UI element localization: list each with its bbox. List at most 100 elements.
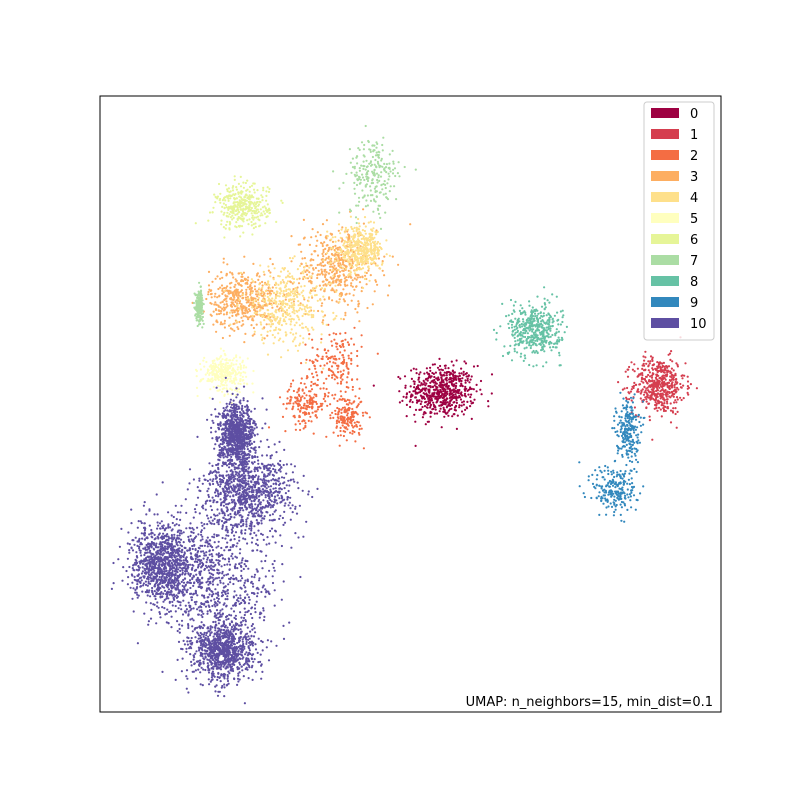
point-cluster-0 <box>433 363 436 366</box>
point-cluster-0 <box>429 369 432 372</box>
point-cluster-4 <box>273 267 276 270</box>
point-cluster-6 <box>224 203 227 207</box>
point-cluster-0 <box>454 384 457 387</box>
point-cluster-2 <box>346 414 349 417</box>
point-cluster-2 <box>333 374 336 377</box>
point-cluster-2 <box>300 377 303 380</box>
point-cluster-6 <box>259 214 262 217</box>
point-cluster-3 <box>350 299 353 302</box>
point-cluster-4 <box>330 247 333 250</box>
point-cluster-6 <box>232 193 235 196</box>
point-cluster-0 <box>467 393 470 396</box>
point-cluster-7 <box>356 162 359 165</box>
point-cluster-4 <box>374 230 377 233</box>
point-cluster-4 <box>282 312 285 315</box>
point-cluster-1 <box>670 373 674 376</box>
point-cluster-3 <box>335 247 338 250</box>
point-cluster-8 <box>532 341 535 344</box>
point-cluster-4 <box>259 308 262 311</box>
point-cluster-4 <box>365 258 368 261</box>
point-cluster-4 <box>281 308 284 311</box>
point-cluster-3 <box>212 310 215 313</box>
point-cluster-1 <box>645 387 648 390</box>
point-cluster-2 <box>299 410 302 413</box>
point-cluster-4 <box>279 270 283 273</box>
point-cluster-3 <box>329 276 332 279</box>
point-cluster-0 <box>458 404 461 407</box>
point-cluster-8 <box>549 327 552 330</box>
point-cluster-0 <box>457 390 460 393</box>
point-cluster-4 <box>364 241 367 244</box>
point-cluster-7 <box>380 157 383 160</box>
point-cluster-6 <box>248 218 251 221</box>
point-cluster-3 <box>264 316 267 319</box>
point-cluster-3 <box>302 277 305 281</box>
point-cluster-3 <box>252 326 255 330</box>
point-cluster-1 <box>663 369 666 372</box>
point-cluster-0 <box>460 384 463 387</box>
point-cluster-5 <box>206 371 209 375</box>
point-cluster-7 <box>373 144 376 147</box>
point-cluster-4 <box>255 311 258 314</box>
point-cluster-4 <box>315 285 318 288</box>
point-cluster-6 <box>256 208 259 211</box>
point-cluster-3 <box>207 293 210 296</box>
point-cluster-3 <box>342 273 345 276</box>
point-cluster-5 <box>225 384 228 387</box>
point-cluster-2 <box>342 356 345 359</box>
point-cluster-2 <box>342 361 346 364</box>
point-cluster-3 <box>216 275 219 278</box>
point-cluster-6 <box>219 192 222 195</box>
point-cluster-2 <box>350 378 354 381</box>
point-cluster-4 <box>276 290 279 293</box>
point-cluster-1 <box>668 385 671 388</box>
point-cluster-2 <box>306 375 309 378</box>
point-cluster-3 <box>231 292 234 295</box>
point-cluster-2 <box>333 338 336 341</box>
point-cluster-3 <box>211 280 214 283</box>
point-cluster-2 <box>292 389 295 393</box>
point-cluster-2 <box>356 378 359 381</box>
point-cluster-0 <box>438 410 441 413</box>
point-cluster-4 <box>364 277 367 280</box>
point-cluster-2 <box>347 403 350 406</box>
point-cluster-4 <box>367 265 370 268</box>
point-cluster-4 <box>263 312 266 315</box>
point-cluster-9 <box>610 473 613 476</box>
point-cluster-7 <box>355 156 358 159</box>
point-cluster-3 <box>217 287 220 291</box>
point-cluster-3 <box>337 229 340 232</box>
point-cluster-0 <box>460 404 463 407</box>
point-cluster-1 <box>665 394 668 397</box>
point-cluster-6 <box>194 222 197 225</box>
point-cluster-8 <box>510 359 514 362</box>
point-cluster-3 <box>220 310 223 313</box>
point-cluster-3 <box>351 279 354 282</box>
point-cluster-9 <box>607 469 610 472</box>
point-cluster-7 <box>363 143 366 147</box>
point-cluster-0 <box>450 407 453 410</box>
point-cluster-2 <box>348 399 351 402</box>
point-cluster-2 <box>317 405 320 409</box>
point-cluster-8 <box>516 318 520 321</box>
point-cluster-5 <box>223 352 226 355</box>
point-cluster-5 <box>239 379 242 383</box>
point-cluster-6 <box>235 186 238 189</box>
point-cluster-4 <box>353 235 356 238</box>
point-cluster-5 <box>220 381 223 384</box>
point-cluster-0 <box>423 381 426 384</box>
point-cluster-8 <box>522 331 525 335</box>
point-cluster-2 <box>343 419 347 422</box>
point-cluster-2 <box>334 412 337 416</box>
point-cluster-0 <box>440 426 443 429</box>
point-cluster-8 <box>545 321 548 324</box>
point-cluster-3 <box>241 319 244 322</box>
point-cluster-3 <box>340 280 343 284</box>
point-cluster-3 <box>306 277 310 280</box>
point-cluster-2 <box>295 397 298 400</box>
point-cluster-3 <box>321 302 324 305</box>
point-cluster-4 <box>258 287 261 290</box>
point-cluster-0 <box>440 368 443 371</box>
point-cluster-8 <box>528 304 531 307</box>
point-cluster-0 <box>442 402 445 405</box>
